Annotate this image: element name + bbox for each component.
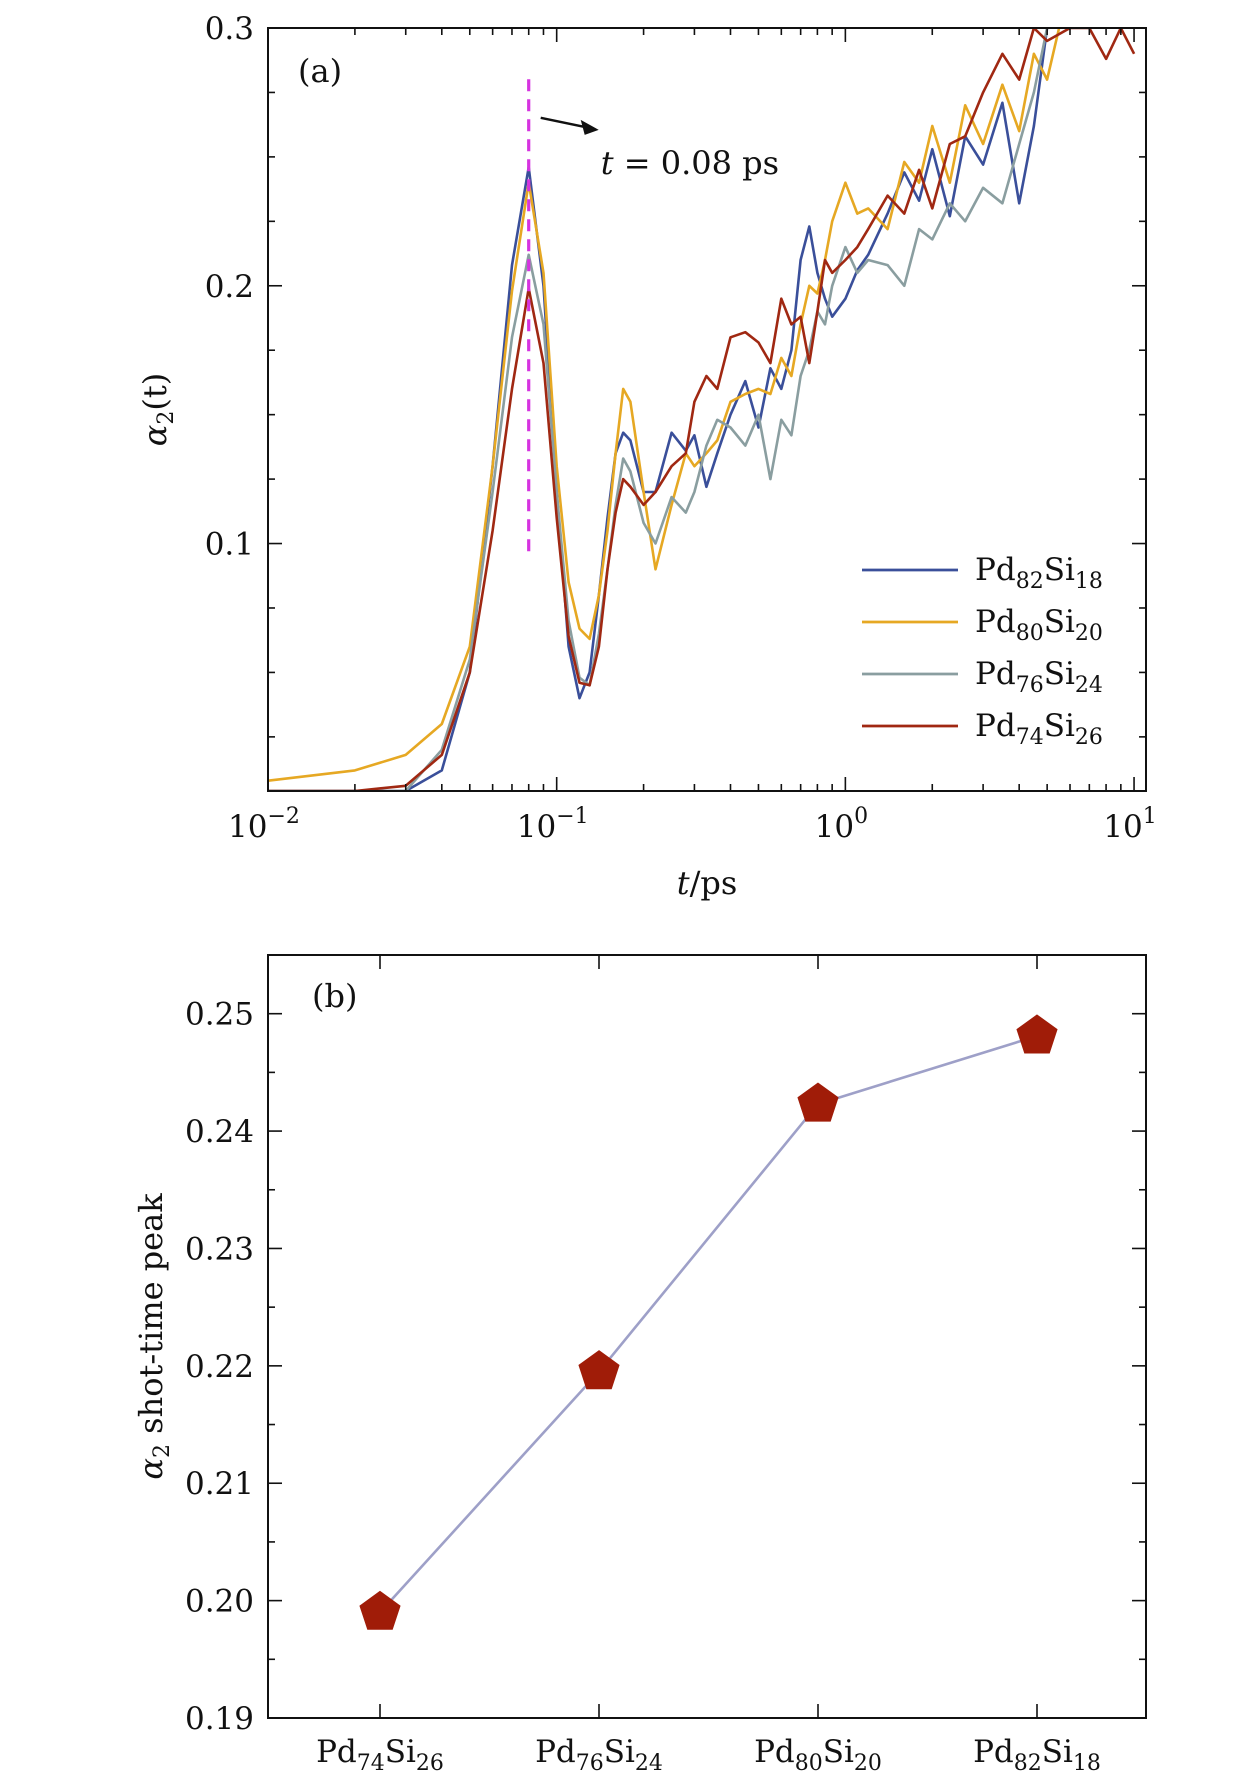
- panel-b-connector-line: [379, 1034, 1038, 1614]
- x-tick-label: 10−2: [228, 804, 300, 845]
- series-line-pd82si18: [268, 28, 1049, 791]
- arrow-head: [580, 119, 599, 135]
- y-tick-label: 0.24: [185, 1114, 254, 1150]
- series-line-pd76si24: [268, 28, 1049, 791]
- data-point-marker: [578, 1350, 620, 1390]
- x-category-label: Pd74Si26: [316, 1734, 444, 1772]
- panel-b-markers: [359, 1014, 1058, 1630]
- annotation-arrow: [540, 116, 599, 135]
- x-tick-label: 101: [1103, 804, 1156, 845]
- data-point-marker: [797, 1082, 839, 1122]
- panel-b: 0.19 0.20 0.21 0.22 0.23 0.24 0.25 Pd74Si26 Pd76…: [132, 954, 1147, 1772]
- series-line-pd80si20: [268, 28, 1061, 782]
- panel-b-ticks: 0.19 0.20 0.21 0.22 0.23 0.24 0.25 Pd74Si26 Pd76…: [185, 955, 1146, 1772]
- panel-b-frame: [267, 954, 1147, 1719]
- legend-label-pd82si18: Pd82Si18: [975, 552, 1103, 594]
- legend-label-pd74si26: Pd74Si26: [975, 708, 1103, 750]
- arrow-shaft: [540, 116, 591, 130]
- x-tick-label: 100: [815, 804, 868, 845]
- x-tick-label: 10−1: [517, 804, 589, 845]
- y-tick-label: 0.23: [185, 1231, 254, 1267]
- panel-b-label: (b): [312, 977, 357, 1015]
- data-point-marker: [1016, 1014, 1058, 1054]
- y-tick-label: 0.21: [185, 1466, 254, 1502]
- y-tick-label: 0.20: [185, 1584, 254, 1620]
- y-tick-label: 0.22: [185, 1349, 254, 1385]
- peak-time-annotation: t = 0.08 ps: [601, 144, 779, 182]
- panel-a-frame: [267, 27, 1147, 792]
- y-tick-label: 0.25: [185, 997, 254, 1033]
- peak-trend-line: [379, 1034, 1038, 1614]
- x-category-label: Pd76Si24: [535, 1734, 663, 1772]
- panel-a-y-axis-label: α2(t): [136, 373, 179, 446]
- y-tick-label: 0.3: [205, 11, 254, 47]
- y-tick-label: 0.2: [205, 269, 254, 305]
- y-tick-label: 0.1: [205, 527, 254, 563]
- panel-b-y-axis-label: α2 shot-time peak: [132, 1193, 175, 1480]
- panel-a-series-lines: [268, 28, 1136, 791]
- panel-a-label: (a): [298, 52, 342, 90]
- legend-label-pd80si20: Pd80Si20: [975, 604, 1103, 646]
- legend-label-pd76si24: Pd76Si24: [975, 656, 1103, 698]
- x-category-label: Pd80Si20: [754, 1734, 882, 1772]
- y-tick-label: 0.19: [185, 1701, 254, 1737]
- x-category-label: Pd82Si18: [973, 1734, 1101, 1772]
- series-line-pd74si26: [268, 28, 1136, 791]
- panel-a-x-axis-label: t/ps: [677, 864, 738, 902]
- legend: Pd82Si18 Pd80Si20 Pd76Si24 Pd74Si26: [862, 552, 1103, 750]
- panel-a-ticks: 10−2 10−1 100 101 0.1 0.2 0.3: [205, 11, 1157, 845]
- data-point-marker: [359, 1590, 401, 1630]
